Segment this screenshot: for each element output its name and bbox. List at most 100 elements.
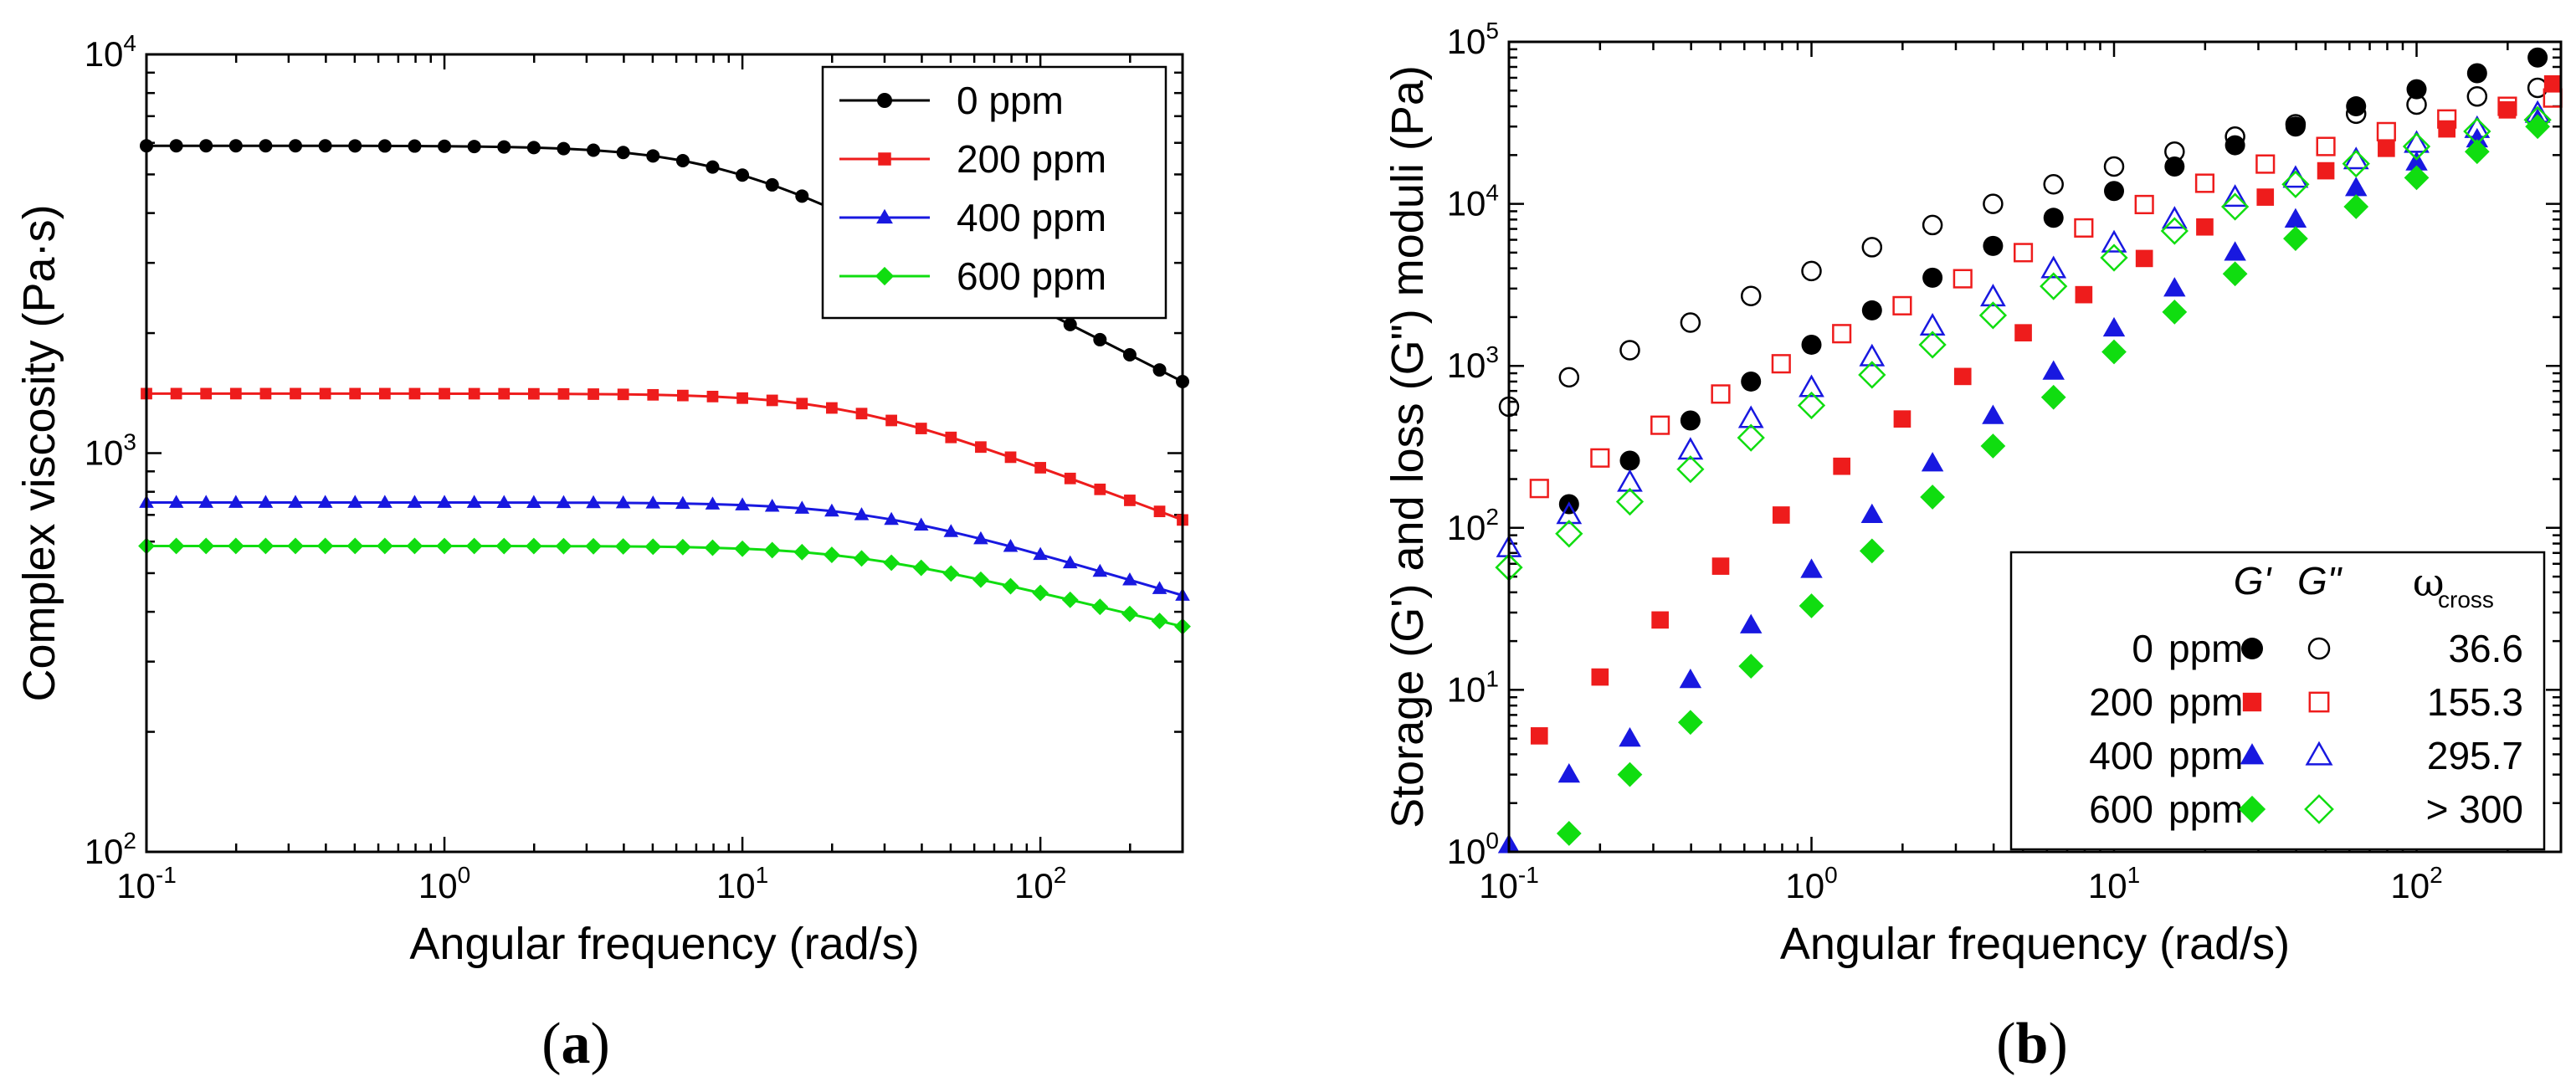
data-point [2376,121,2396,141]
data-point [2343,194,2369,219]
data-point [1741,371,1762,392]
data-point [407,495,423,508]
data-point [1980,284,2006,307]
data-point [2013,243,2034,263]
data-point [229,387,242,400]
data-point [2104,181,2125,202]
data-point [2284,208,2307,228]
data-point [706,391,719,402]
data-point [1002,577,1019,595]
data-point [465,537,483,555]
panel-b-series-0-ppm-G- [1498,77,2548,418]
data-point [526,495,541,508]
legend-marker-gdoubleprime [2308,691,2330,713]
data-point [348,139,362,153]
data-point [1861,300,1882,320]
panel-a-legend: 0 ppm 200 ppm 400 ppm 600 ppm [821,65,1167,320]
data-point [2224,126,2245,147]
panel-b-y-tick-label: 104 [1447,180,1499,223]
data-point [1092,563,1108,577]
data-point [885,414,897,427]
data-point [257,537,275,555]
data-point [1093,332,1107,346]
panel-b-series-400-ppm-G- [1496,100,2551,557]
panel-b-x-tick-label: 10-1 [1479,862,1539,905]
data-point [2075,285,2093,304]
data-point [1153,505,1166,518]
data-point [2346,96,2367,117]
data-point [2222,184,2248,208]
data-point [1677,437,1704,460]
data-point [198,537,215,555]
data-point [1858,361,1886,389]
data-point [1799,593,1824,618]
data-point [824,503,839,517]
data-point [973,531,988,545]
data-point [316,537,334,555]
data-point [883,554,901,572]
series-line [146,545,1183,628]
data-point [1801,260,1822,282]
panel-a-series-400-ppm [139,495,1190,601]
data-point [1591,668,1609,686]
panel-b-series-600-ppm-G- [1556,114,2551,846]
panel-b-y-tick-label: 105 [1447,18,1499,61]
data-point [2405,151,2428,171]
data-point [2525,114,2551,140]
data-point [646,149,660,163]
data-point [2316,136,2336,156]
data-point [855,408,868,420]
data-point [587,143,601,157]
data-point [1859,343,1886,367]
data-point [346,537,364,555]
data-point [1919,312,1946,336]
data-point [884,511,899,526]
panel-b-x-tick-label: 102 [2390,862,2442,905]
data-point [1617,761,1643,787]
legend-row-concentration: 600 [2089,787,2153,831]
data-point [975,441,987,454]
data-point [945,431,957,444]
data-point [317,495,333,508]
data-point [1922,267,1943,288]
data-point [319,387,331,400]
data-point [2163,277,2186,297]
data-point [736,168,750,182]
panel-a-series-600-ppm [138,537,1191,635]
legend-marker-gprime [2238,795,2266,823]
legend-row-crossover: > 300 [2426,787,2523,831]
data-point [2040,255,2067,279]
data-point [2164,156,2185,177]
legend-label: 0 ppm [957,79,1064,122]
data-point [2283,226,2308,252]
data-point [2464,115,2491,138]
data-point [2196,218,2214,236]
data-point [556,495,572,509]
data-point [734,540,752,557]
data-point [2194,173,2215,193]
data-point [288,495,303,508]
panel-a-y-tick-label: 103 [85,429,136,473]
data-point [1740,285,1762,306]
data-point [2464,139,2490,165]
data-point [823,546,840,564]
data-point [438,139,452,153]
data-point [1772,506,1790,524]
legend-row-concentration: 400 [2089,734,2153,777]
panel-b-y-tick-label: 101 [1447,665,1499,709]
data-point [2043,174,2064,195]
data-point [406,537,423,555]
data-point [915,423,927,434]
data-point [1556,821,1582,846]
data-point [1061,591,1079,608]
data-point [1152,363,1167,377]
data-point [1800,558,1823,578]
data-point [763,541,781,559]
data-point [704,539,721,556]
data-point [497,140,511,154]
panel-b-series-600-ppm-G- [1495,105,2552,582]
data-point [943,524,959,537]
panel-b-y-axis-title: Storage (G') and loss (G") moduli (Pa) [1383,65,1433,828]
data-point [2523,105,2552,134]
